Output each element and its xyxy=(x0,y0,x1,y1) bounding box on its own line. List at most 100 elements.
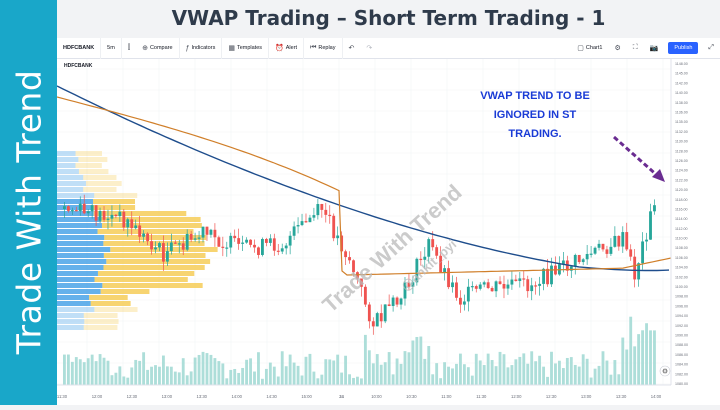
volume-bar xyxy=(284,366,288,385)
time-label: 13:00 xyxy=(581,394,592,399)
alert-button[interactable]: ⏰ Alert xyxy=(269,37,305,59)
candle-body xyxy=(601,243,605,250)
chart-settings-badge[interactable] xyxy=(659,365,671,377)
profile-bar-yellow xyxy=(83,175,117,180)
profile-bar-blue xyxy=(57,223,102,228)
square-icon: ▢ xyxy=(577,45,584,52)
undo-button[interactable]: ↶ xyxy=(343,38,361,59)
time-axis[interactable] xyxy=(57,385,720,405)
chart-area[interactable]: Trade With Trend @ankit_pyi VWAP TREND T… xyxy=(56,59,720,405)
volume-bar xyxy=(589,377,593,385)
volume-bar xyxy=(340,372,344,385)
layout-button[interactable]: ▢ Chart1 xyxy=(571,38,608,59)
candle-body xyxy=(78,203,82,212)
candle-body xyxy=(336,235,340,239)
profile-bar-blue xyxy=(57,175,84,180)
volume-bar xyxy=(138,360,142,385)
candle-body xyxy=(490,288,494,292)
volume-bar xyxy=(177,372,181,385)
templates-button[interactable]: ▦ Templates xyxy=(222,37,270,59)
candle-body xyxy=(241,242,245,244)
price-chart[interactable]: Trade With Trend @ankit_pyi VWAP TREND T… xyxy=(56,59,720,405)
price-label: 1138.00 xyxy=(675,101,688,105)
volume-bar xyxy=(577,366,581,385)
bar-style-button[interactable]: ⫿ xyxy=(122,38,136,59)
volume-bar xyxy=(494,366,498,385)
candle-body xyxy=(360,278,363,287)
candle-body xyxy=(466,286,470,302)
candle-body xyxy=(371,321,375,327)
volume-bar xyxy=(130,367,134,385)
candle-body xyxy=(391,297,395,307)
profile-bar-blue xyxy=(57,205,94,210)
candle-body xyxy=(158,243,161,248)
candle-body xyxy=(649,211,652,240)
candle-body xyxy=(98,211,102,221)
volume-bar xyxy=(455,363,458,385)
candle-body xyxy=(296,225,300,227)
volume-bar xyxy=(134,359,138,385)
price-label: 1102.00 xyxy=(675,275,688,279)
time-label: 11:30 xyxy=(476,394,487,399)
price-label: 1112.00 xyxy=(675,227,687,231)
annotation-line-2: IGNORED IN ST xyxy=(494,109,577,121)
volume-bar xyxy=(625,349,629,385)
profile-bar-blue xyxy=(57,307,95,312)
volume-bar xyxy=(86,358,90,385)
volume-bar xyxy=(213,358,217,385)
symbol-search-button[interactable]: HDFCBANK xyxy=(57,37,102,59)
volume-bar xyxy=(451,368,454,385)
publish-button[interactable]: Publish xyxy=(668,42,699,54)
time-label: 11:00 xyxy=(441,394,452,399)
volume-bar xyxy=(122,376,126,385)
candle-body xyxy=(154,247,157,250)
price-label: 1086.00 xyxy=(675,353,688,357)
volume-bar xyxy=(106,360,110,385)
interval-button[interactable]: 5m xyxy=(101,37,122,59)
volume-bar xyxy=(585,358,589,385)
candle-body xyxy=(233,235,237,239)
candle-body xyxy=(86,211,90,214)
candle-body xyxy=(569,266,573,271)
candle-body xyxy=(526,279,530,292)
volume-bar xyxy=(268,362,272,385)
snapshot-button[interactable]: 📷 xyxy=(644,38,665,59)
candle-body xyxy=(134,225,138,229)
profile-bar-blue xyxy=(57,313,84,318)
candle-body xyxy=(324,209,328,215)
price-axis[interactable] xyxy=(671,59,720,405)
volume-bar xyxy=(506,367,510,385)
candle-body xyxy=(261,238,264,255)
volume-bar xyxy=(411,340,415,385)
volume-bar xyxy=(332,360,336,385)
time-label: 15:00 xyxy=(301,394,312,399)
replay-button[interactable]: ⏮ Replay xyxy=(304,37,343,59)
candle-body xyxy=(447,268,450,288)
indicators-button[interactable]: ƒ Indicators xyxy=(180,37,223,59)
candle-body xyxy=(633,256,637,280)
candle-body xyxy=(367,304,371,322)
price-label: 1088.00 xyxy=(675,343,688,347)
profile-bar-blue xyxy=(57,181,86,186)
candle-body xyxy=(427,239,431,257)
volume-bar xyxy=(546,376,549,385)
volume-bar xyxy=(629,316,633,385)
candle-body xyxy=(225,247,229,249)
volume-bar xyxy=(605,360,609,385)
candle-body xyxy=(546,268,549,285)
candle-body xyxy=(221,246,225,248)
volume-profile xyxy=(57,151,218,330)
volume-bar xyxy=(530,351,534,385)
compare-button[interactable]: ⊕ Compare xyxy=(136,37,180,59)
volume-bar xyxy=(66,354,70,385)
redo-button[interactable]: ↷ xyxy=(360,38,378,59)
profile-bar-blue xyxy=(57,319,85,324)
chart-settings-button[interactable]: ⚙ xyxy=(608,38,626,59)
more-button[interactable]: ⤢ xyxy=(702,38,720,59)
volume-bar xyxy=(498,351,502,385)
profile-bar-blue xyxy=(57,259,107,264)
profile-bar-yellow xyxy=(104,235,207,240)
fullscreen-button[interactable]: ⛶ xyxy=(627,38,644,59)
candle-body xyxy=(589,253,593,255)
candle-body xyxy=(162,243,165,262)
